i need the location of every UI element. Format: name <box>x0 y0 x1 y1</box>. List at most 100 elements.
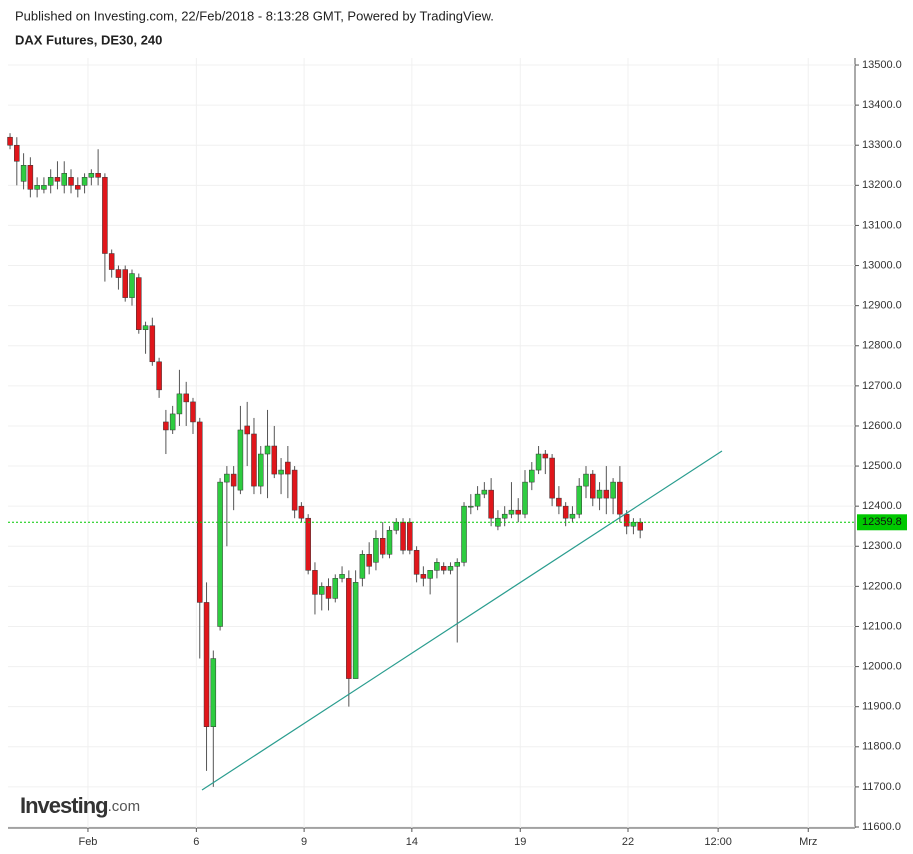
candle-body <box>359 554 366 579</box>
candle-body <box>346 578 352 679</box>
candle-body <box>312 570 318 595</box>
y-tick-label: 12200.0 <box>862 580 902 592</box>
candle-body <box>325 586 332 599</box>
candle-body <box>264 445 271 455</box>
candle-body <box>156 361 162 391</box>
candle-body <box>447 566 454 571</box>
candle-body <box>332 578 339 599</box>
y-tick-label: 12600.0 <box>862 420 902 432</box>
candle-body <box>34 185 40 190</box>
candle-body <box>637 521 643 531</box>
candle-body <box>468 505 474 508</box>
candle-body <box>488 489 494 519</box>
y-tick-label: 12500.0 <box>862 460 902 472</box>
x-tick-label: 14 <box>406 836 418 848</box>
candle-body <box>61 173 67 186</box>
y-tick-label: 12800.0 <box>862 340 902 352</box>
candle-body <box>271 445 278 475</box>
y-tick-label: 13500.0 <box>862 59 902 71</box>
candle-body <box>298 505 305 519</box>
candle-body <box>142 325 149 330</box>
candle-body <box>630 521 637 527</box>
candle-body <box>623 513 630 527</box>
candle-body <box>318 586 325 595</box>
candle-body <box>454 562 460 567</box>
candle-body <box>529 469 535 483</box>
candle-body <box>603 489 610 499</box>
y-tick-label: 13400.0 <box>862 99 902 111</box>
candle-body <box>251 433 257 487</box>
chart-title: DAX Futures, DE30, 240 <box>15 32 162 47</box>
candle-body <box>244 425 250 435</box>
x-tick-label: 9 <box>301 836 307 848</box>
candle-body <box>278 469 284 475</box>
x-tick-label: 12:00 <box>704 836 732 848</box>
candle-body <box>515 509 521 515</box>
y-tick-label: 11800.0 <box>862 741 901 753</box>
candle-body <box>95 173 101 178</box>
candle-body <box>136 277 142 330</box>
y-tick-label: 11700.0 <box>862 781 901 793</box>
candle-body <box>47 177 54 186</box>
y-tick-label: 11600.0 <box>862 821 901 833</box>
y-tick-label: 12000.0 <box>862 660 902 672</box>
candle-body <box>535 453 542 471</box>
candle-body <box>420 574 427 579</box>
candle-body <box>163 421 169 431</box>
x-tick-label: Mrz <box>799 836 817 848</box>
candle-body <box>556 497 562 507</box>
candles <box>7 133 643 787</box>
candle-body <box>285 461 291 475</box>
logo-suffix: .com <box>108 798 141 815</box>
candle-body <box>400 521 406 551</box>
candle-body <box>461 505 467 563</box>
header: Published on Investing.com, 22/Feb/2018 … <box>15 8 494 23</box>
last-price-box <box>857 514 907 531</box>
candle-body <box>115 269 122 278</box>
candle-body <box>413 550 420 575</box>
candle-body <box>393 521 400 531</box>
candle-body <box>108 253 115 270</box>
candle-body <box>81 177 88 186</box>
candle-body <box>169 413 176 431</box>
candle-body <box>352 582 359 679</box>
candle-body <box>610 481 616 499</box>
candle-body <box>210 658 217 727</box>
candle-body <box>102 177 108 254</box>
candle-body <box>68 177 74 186</box>
candle-body <box>562 505 569 519</box>
x-tick-label: 22 <box>622 836 634 848</box>
candle-body <box>596 489 603 499</box>
candle-body <box>366 554 372 567</box>
y-tick-label: 12400.0 <box>862 500 902 512</box>
candle-body <box>27 165 34 190</box>
candle-body <box>197 421 203 603</box>
candle-body <box>427 570 433 579</box>
trend-line <box>201 450 723 791</box>
candle-body <box>569 513 576 519</box>
candle-body <box>149 325 156 363</box>
candle-body <box>542 453 549 459</box>
candle-body <box>257 453 264 487</box>
candle-body <box>373 537 379 563</box>
candle-body <box>407 521 413 551</box>
y-tick-label: 12300.0 <box>862 540 902 552</box>
y-tick-label: 12700.0 <box>862 380 902 392</box>
y-tick-label: 13200.0 <box>862 179 902 191</box>
last-price-label: 12359.8 <box>862 516 902 528</box>
candle-body <box>386 529 393 555</box>
candle-body <box>617 481 623 515</box>
candle-body <box>224 473 230 483</box>
candle-body <box>41 185 47 190</box>
candle-body <box>474 493 481 507</box>
candle-body <box>203 602 210 727</box>
candle-body <box>508 509 515 515</box>
candle-body <box>576 485 582 515</box>
logo: Investing.com <box>20 793 140 818</box>
candle-body <box>14 144 20 162</box>
y-tick-label: 13000.0 <box>862 259 902 271</box>
y-tick-label: 11900.0 <box>862 701 901 713</box>
x-tick-label: 19 <box>514 836 526 848</box>
candle-body <box>305 517 311 571</box>
